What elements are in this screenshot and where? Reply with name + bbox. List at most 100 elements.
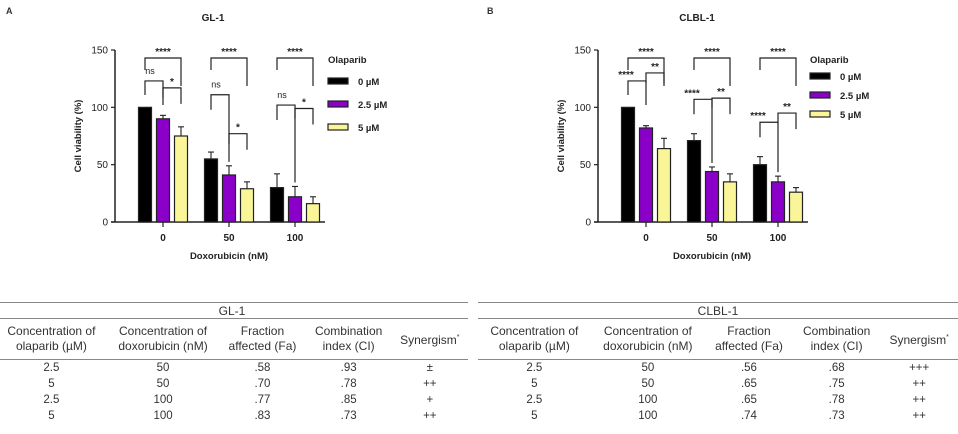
cell-olaparib: 5 <box>48 378 55 390</box>
significance-bracket <box>210 94 230 162</box>
table-row: 5 100 .74 .73 ++ <box>478 408 958 424</box>
y-tick-label: 100 <box>91 103 108 114</box>
significance-label: ** <box>783 102 791 113</box>
cell-doxorubicin: 100 <box>638 394 658 406</box>
bar <box>788 191 804 223</box>
significance-label: ns <box>277 90 287 100</box>
col-header-fa: Fraction affected (Fa) <box>705 318 793 360</box>
significance-bracket <box>645 72 665 83</box>
bar <box>305 203 321 223</box>
panel-label-b: B <box>487 6 494 16</box>
table-row: 2.5 50 .58 .93 ± <box>0 360 468 377</box>
cell-ci: .78 <box>340 378 357 390</box>
significance-bracket <box>144 57 182 87</box>
significance-label: ns <box>211 80 221 90</box>
cell-fa: .58 <box>254 362 271 374</box>
significance-bracket <box>276 104 296 183</box>
col-header-ci: Combination index (CI) <box>305 318 392 360</box>
cell-synergism: ++ <box>912 378 926 390</box>
bar <box>287 196 303 223</box>
bar <box>722 181 738 223</box>
cell-olaparib: 5 <box>48 410 55 422</box>
cell-olaparib: 2.5 <box>43 394 60 406</box>
x-axis-label: Doxorubicin (nM) <box>673 251 751 262</box>
significance-label: * <box>170 77 174 88</box>
chart-gl1: GL-1 0 50 100 150 Cell viability (%) 0 50 100 Dox… <box>73 13 387 262</box>
cell-synergism: ++ <box>423 410 437 422</box>
significance-label: **** <box>638 47 654 58</box>
y-axis-label: Cell viability (%) <box>73 100 84 173</box>
cell-synergism: +++ <box>909 362 930 374</box>
y-tick-label: 50 <box>580 160 592 171</box>
bar <box>203 158 219 223</box>
x-tick-label: 50 <box>706 233 718 244</box>
y-tick-label: 150 <box>574 46 591 57</box>
significance-label: **** <box>750 111 766 122</box>
cell-doxorubicin: 50 <box>641 378 655 390</box>
x-axis-label: Doxorubicin (nM) <box>190 251 268 262</box>
legend-swatch <box>327 77 349 85</box>
bar <box>173 135 189 223</box>
significance-label: **** <box>704 47 720 58</box>
significance-label: **** <box>618 70 634 81</box>
cell-ci: .73 <box>828 410 845 422</box>
table-row: 5 50 .70 .78 ++ <box>0 376 468 392</box>
col-header-doxorubicin: Concentration of doxorubicin (nM) <box>106 318 220 360</box>
significance-bracket <box>228 133 248 150</box>
table-gl1: GL-1 Concentration of olaparib (µM) Conce… <box>0 302 468 424</box>
x-tick-label: 50 <box>223 233 235 244</box>
cell-doxorubicin: 50 <box>156 362 170 374</box>
chart-title: CLBL-1 <box>679 13 715 24</box>
significance-label: ** <box>717 87 725 98</box>
bar <box>239 188 255 223</box>
significance-bracket <box>777 112 797 130</box>
bar <box>770 181 786 223</box>
col-header-fa: Fraction affected (Fa) <box>219 318 306 360</box>
col-header-synergism: Synergism* <box>880 318 958 360</box>
significance-bracket <box>210 57 248 87</box>
cell-doxorubicin: 50 <box>156 378 170 390</box>
cell-ci: .68 <box>828 362 845 374</box>
y-tick-label: 0 <box>102 218 108 229</box>
bar <box>638 127 654 223</box>
significance-bracket <box>276 57 314 87</box>
cell-fa: .74 <box>740 410 757 422</box>
significance-bracket <box>693 57 731 87</box>
cell-ci: .78 <box>828 394 845 406</box>
significance-label: * <box>236 123 240 134</box>
panel-label-a: A <box>6 6 13 16</box>
y-tick-label: 0 <box>585 218 591 229</box>
cell-olaparib: 2.5 <box>526 362 543 374</box>
cell-synergism: ++ <box>912 394 926 406</box>
col-header-doxorubicin: Concentration of doxorubicin (nM) <box>590 318 706 360</box>
bar <box>704 170 720 223</box>
bar <box>686 139 702 223</box>
cell-fa: .65 <box>740 378 757 390</box>
cell-doxorubicin: 100 <box>153 410 173 422</box>
table-clbl1: CLBL-1 Concentration of olaparib (µM) Con… <box>478 302 958 424</box>
significance-label: **** <box>155 47 171 58</box>
significance-bracket <box>759 57 797 87</box>
significance-bracket <box>294 107 314 125</box>
legend-label: 0 µM <box>358 77 379 88</box>
x-tick-label: 0 <box>643 233 649 244</box>
legend-label: 2.5 µM <box>840 91 869 102</box>
x-tick-label: 100 <box>287 233 304 244</box>
cell-ci: .73 <box>340 410 357 422</box>
chart-clbl1: CLBL-1 0 50 100 150 Cell viability (%) 0 50 100 D… <box>556 13 869 262</box>
y-tick-label: 150 <box>91 46 108 57</box>
legend-swatch <box>809 91 831 99</box>
table-row: 2.5 100 .65 .78 ++ <box>478 392 958 408</box>
table-row: 2.5 100 .77 .85 + <box>0 392 468 408</box>
bar <box>137 106 153 223</box>
cell-olaparib: 2.5 <box>43 362 60 374</box>
bar <box>752 164 768 223</box>
col-header-synergism: Synergism* <box>391 318 468 360</box>
cell-doxorubicin: 100 <box>153 394 173 406</box>
legend-swatch <box>809 72 831 80</box>
cell-fa: .65 <box>740 394 757 406</box>
legend-label: 5 µM <box>358 123 379 134</box>
cell-synergism: ± <box>426 362 433 374</box>
cell-olaparib: 5 <box>531 410 538 422</box>
y-tick-label: 100 <box>574 103 591 114</box>
